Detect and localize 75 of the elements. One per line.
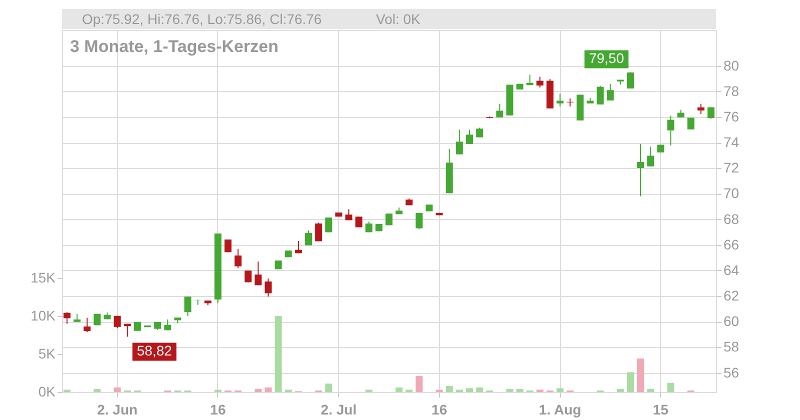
- candlestick: [294, 240, 302, 254]
- candlestick: [114, 315, 121, 329]
- y-tick-label: 78: [724, 82, 740, 99]
- candlestick: [476, 127, 484, 138]
- y-tick-label: 58: [724, 338, 740, 355]
- bar: [274, 316, 282, 392]
- candlestick: [637, 144, 644, 197]
- annotation: 79,50: [588, 50, 624, 66]
- candlestick: [224, 239, 232, 253]
- x-tick-label: 15: [652, 402, 669, 418]
- candlestick: [64, 312, 71, 324]
- y-tick-label: 68: [724, 210, 740, 227]
- candlestick: [667, 115, 674, 146]
- y-tick-label: 60: [724, 313, 740, 330]
- y2-tick-label: 5K: [38, 345, 56, 362]
- candlestick: [315, 222, 322, 242]
- bar: [254, 388, 262, 392]
- candlestick: [466, 129, 473, 144]
- candlestick: [556, 93, 564, 107]
- y-tick-label: 76: [724, 108, 740, 124]
- bar: [626, 372, 634, 392]
- text: Op:75.92, Hi:76.76, Lo:75.86, Cl:76.76: [82, 11, 322, 27]
- x-tick-label: 2. Jun: [97, 402, 138, 418]
- y-tick-label: 66: [724, 236, 740, 252]
- candlestick: [626, 72, 634, 89]
- y-tick-label: 56: [724, 364, 740, 380]
- x-tick-label: 16: [210, 402, 226, 418]
- x-tick-label: 16: [432, 402, 448, 418]
- x-tick-label: 2. Jul: [320, 402, 357, 418]
- candlestick: [566, 98, 574, 107]
- bar: [114, 387, 121, 392]
- y2-tick-label: 15K: [30, 269, 56, 286]
- annotation: 58,82: [136, 342, 172, 359]
- candlestick: [416, 212, 423, 230]
- y-tick-label: 80: [724, 57, 740, 74]
- x-tick-label: 1. Aug: [538, 402, 582, 418]
- candlestick: [596, 85, 604, 105]
- bar: [506, 388, 514, 392]
- bar: [647, 388, 654, 392]
- bar: [476, 387, 484, 392]
- candlestick: [647, 146, 654, 167]
- bar: [396, 387, 403, 392]
- y2-tick-label: 0K: [38, 384, 56, 400]
- candlestick: [234, 248, 242, 269]
- y-tick-label: 72: [724, 160, 740, 176]
- y-tick-label: 64: [724, 262, 740, 278]
- bar: [264, 387, 272, 392]
- candlestick: [305, 230, 312, 246]
- candlestick: [456, 129, 463, 155]
- candlestick: [496, 103, 504, 118]
- text: Vol: 0K: [376, 11, 422, 27]
- bar: [325, 384, 332, 392]
- bar: [416, 376, 423, 392]
- y-tick-label: 70: [724, 185, 740, 202]
- y-tick-label: 62: [724, 288, 740, 304]
- candlestick: [264, 278, 272, 298]
- candlestick: [687, 117, 694, 130]
- y2-tick-label: 10K: [30, 307, 56, 324]
- candlestick: [697, 103, 704, 115]
- candlestick: [254, 261, 262, 286]
- chart-title: 3 Monate, 1-Tages-Kerzen: [70, 37, 278, 56]
- candlestick: [184, 296, 192, 317]
- bar: [466, 388, 473, 392]
- candlestick: [536, 76, 544, 88]
- y-tick-label: 74: [724, 134, 740, 150]
- candlestick: [84, 317, 91, 333]
- candlestick: [325, 217, 332, 233]
- bar: [667, 382, 674, 392]
- bar: [446, 386, 453, 392]
- bar: [94, 388, 101, 392]
- bar: [616, 388, 624, 392]
- bar: [516, 388, 524, 392]
- bar: [556, 388, 564, 392]
- bar: [637, 358, 644, 392]
- candlestick: [606, 83, 614, 101]
